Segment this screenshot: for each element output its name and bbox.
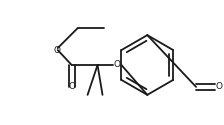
Text: O: O	[53, 46, 60, 55]
Text: O: O	[114, 60, 121, 70]
Text: O: O	[216, 82, 223, 91]
Text: O: O	[68, 82, 75, 91]
